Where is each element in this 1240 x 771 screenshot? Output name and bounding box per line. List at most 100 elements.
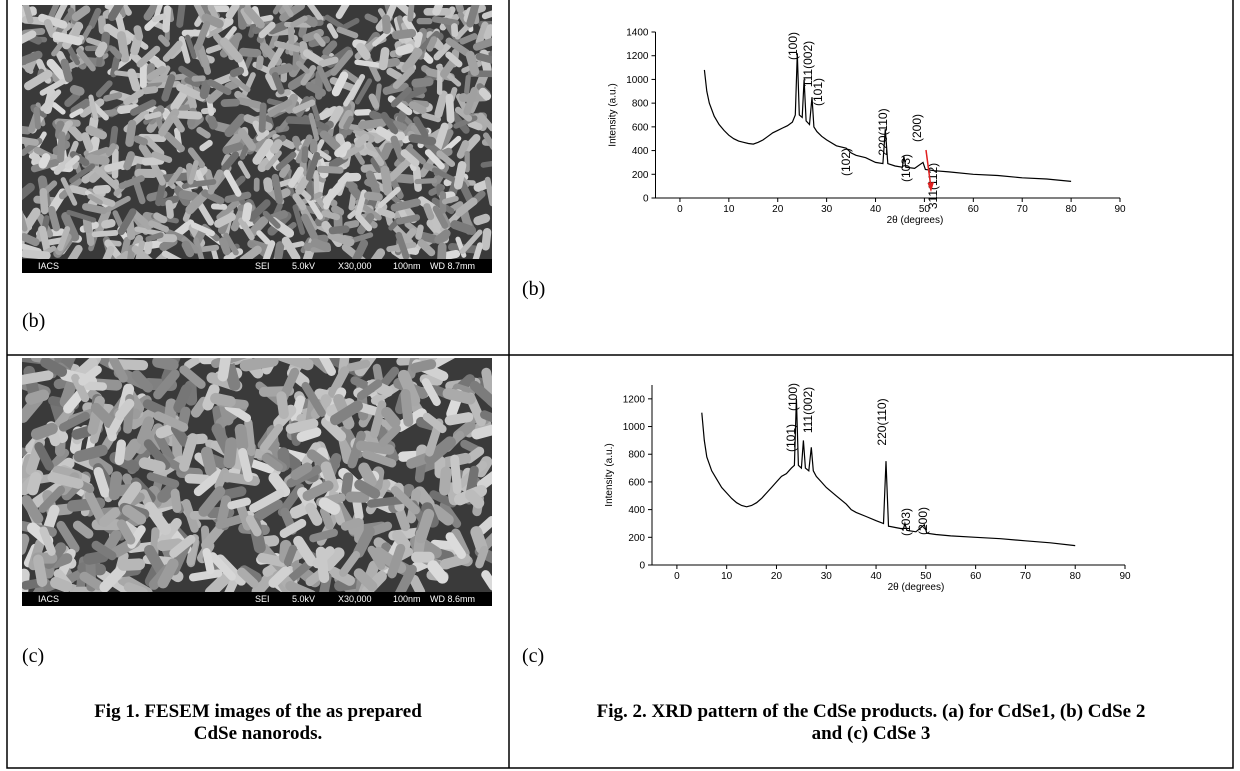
- sem-rod: [58, 411, 90, 432]
- sem-rod: [151, 13, 167, 23]
- sem-rod: [268, 472, 291, 498]
- sem-rod: [321, 416, 347, 442]
- sem-rod: [432, 5, 444, 16]
- sem-rod: [331, 71, 349, 97]
- sem-info-bar: [22, 259, 492, 273]
- sem-rod: [341, 472, 354, 496]
- sem-rod: [22, 533, 30, 556]
- sem-rod: [73, 444, 108, 463]
- sem-rod: [237, 160, 251, 179]
- x-tick-label: 50: [920, 571, 932, 582]
- sem-rod: [377, 426, 399, 463]
- sem-rod: [424, 436, 456, 465]
- sem-rod: [402, 47, 423, 73]
- sem-rod: [475, 52, 492, 66]
- sem-rod: [236, 97, 263, 109]
- sem-rod: [153, 411, 189, 432]
- sem-rod: [257, 157, 272, 173]
- sem-rod: [273, 40, 301, 53]
- sem-info: 100nm: [393, 261, 421, 271]
- sem-rod: [143, 5, 163, 21]
- sem-rod: [401, 86, 427, 102]
- sem-rod: [71, 373, 90, 403]
- sem-rod: [38, 485, 66, 513]
- sem-info: 5.0kV: [292, 594, 315, 604]
- sem-rod: [480, 159, 492, 168]
- sem-rod: [414, 178, 438, 185]
- sem-rod: [427, 560, 449, 584]
- sem-rod: [390, 135, 406, 162]
- sem-rod: [224, 113, 247, 138]
- sem-rod: [199, 139, 213, 152]
- sem-rod: [268, 566, 291, 588]
- sem-rod: [400, 149, 420, 167]
- sem-rod: [290, 462, 313, 480]
- sem-rod: [262, 210, 281, 229]
- sem-rod: [334, 141, 352, 158]
- sem-info: IACS: [38, 594, 59, 604]
- x-tick-label: 80: [1066, 204, 1078, 215]
- sem-rod: [205, 26, 223, 39]
- sem-rod: [400, 388, 414, 427]
- y-tick-label: 600: [632, 122, 649, 133]
- sem-rod: [154, 432, 176, 464]
- sem-rod: [433, 42, 452, 61]
- sem-rod: [475, 545, 489, 569]
- sem-rod: [278, 5, 294, 18]
- sem-rod: [378, 47, 390, 71]
- sem-rod: [64, 155, 80, 169]
- sem-rod: [229, 66, 245, 78]
- y-tick-label: 1200: [623, 394, 646, 405]
- sem-rod: [56, 520, 80, 553]
- sem-rod: [71, 21, 83, 40]
- sem-rod: [252, 138, 274, 165]
- sem-rod: [238, 447, 253, 482]
- sem-rod: [241, 202, 253, 222]
- sem-rod: [340, 517, 363, 531]
- sem-rod: [220, 98, 240, 107]
- sem-rod: [178, 190, 199, 201]
- sem-rod: [249, 489, 285, 513]
- sem-rod: [326, 23, 339, 39]
- sem-rod: [258, 102, 267, 133]
- sem-rod: [328, 366, 350, 398]
- sem-rod: [122, 438, 142, 461]
- sem-rod: [394, 564, 417, 592]
- sem-rod: [402, 15, 421, 42]
- sem-rod: [243, 5, 265, 29]
- sem-rod: [458, 180, 474, 204]
- sem-rod: [454, 23, 471, 40]
- sem-rod: [300, 213, 319, 241]
- sem-rod: [387, 157, 413, 182]
- sem-rod: [395, 231, 410, 259]
- sem-rod: [104, 195, 131, 213]
- x-tick-label: 70: [1017, 204, 1029, 215]
- sem-rod: [178, 433, 198, 472]
- sem-rod: [136, 45, 161, 68]
- peak-label: (200): [916, 507, 930, 535]
- sem-rod: [117, 558, 146, 571]
- sem-rod: [93, 165, 120, 190]
- sem-rod: [423, 203, 435, 221]
- sem-rod: [193, 237, 206, 259]
- peak-label: 111(002): [801, 387, 815, 433]
- sem-rod: [253, 499, 283, 522]
- sem-rod: [381, 406, 401, 428]
- sem-rod: [313, 170, 320, 197]
- sem-rod: [38, 153, 51, 169]
- sem-rod: [477, 112, 492, 132]
- sem-rod: [412, 165, 422, 192]
- sem-rod: [173, 384, 192, 413]
- sem-rod: [76, 47, 96, 72]
- x-tick-label: 50: [919, 204, 931, 215]
- caption: Fig. 2. XRD pattern of the CdSe products…: [597, 701, 1146, 744]
- peak-label: (101): [811, 78, 825, 106]
- sem-rod: [66, 209, 97, 223]
- x-axis-title: 2θ (degrees): [887, 215, 944, 226]
- sem-rod: [431, 16, 460, 27]
- sem-rod: [295, 60, 310, 74]
- sem-rod: [421, 378, 441, 407]
- sem-rod: [239, 358, 279, 372]
- sem-rod: [421, 112, 442, 123]
- sem-rod: [276, 358, 314, 371]
